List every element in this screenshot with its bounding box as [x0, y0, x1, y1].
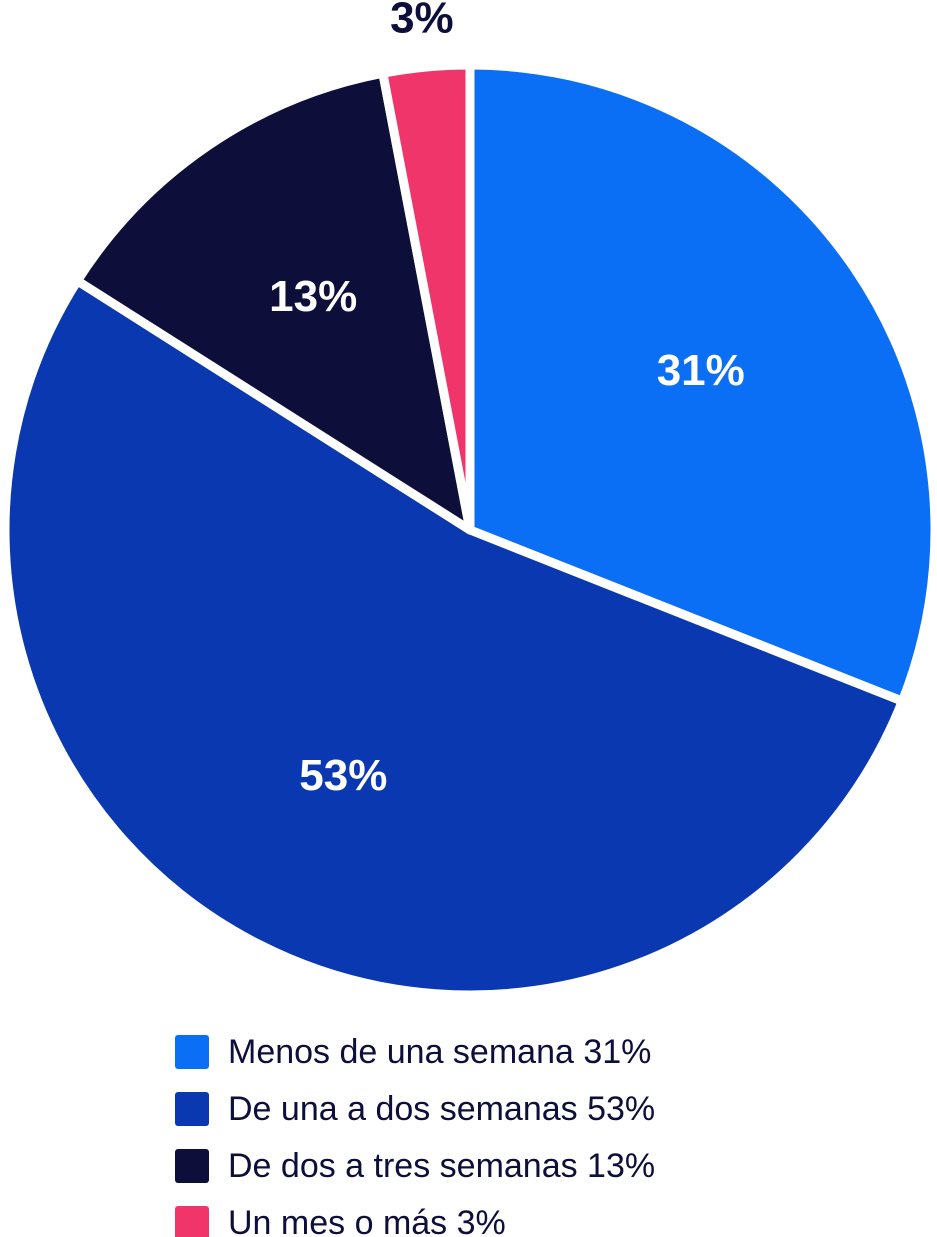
legend-swatch — [175, 1092, 209, 1126]
pie-slice — [72, 68, 475, 535]
slice-label: 13% — [269, 272, 357, 321]
legend-label: Menos de una semana 31% — [228, 1033, 651, 1071]
legend-label: De dos a tres semanas 13% — [228, 1147, 655, 1185]
legend-label: De una a dos semanas 53% — [228, 1090, 655, 1128]
pie-slice — [378, 60, 475, 535]
pie-slice — [465, 60, 937, 706]
slice-label: 3% — [390, 0, 454, 42]
slice-label: 53% — [299, 751, 387, 800]
legend-swatch — [175, 1035, 209, 1069]
slice-label: 31% — [657, 346, 745, 395]
legend-label: Un mes o más 3% — [228, 1204, 506, 1237]
legend-swatch — [175, 1206, 209, 1237]
legend-swatch — [175, 1149, 209, 1183]
pie-slice — [0, 276, 907, 1000]
